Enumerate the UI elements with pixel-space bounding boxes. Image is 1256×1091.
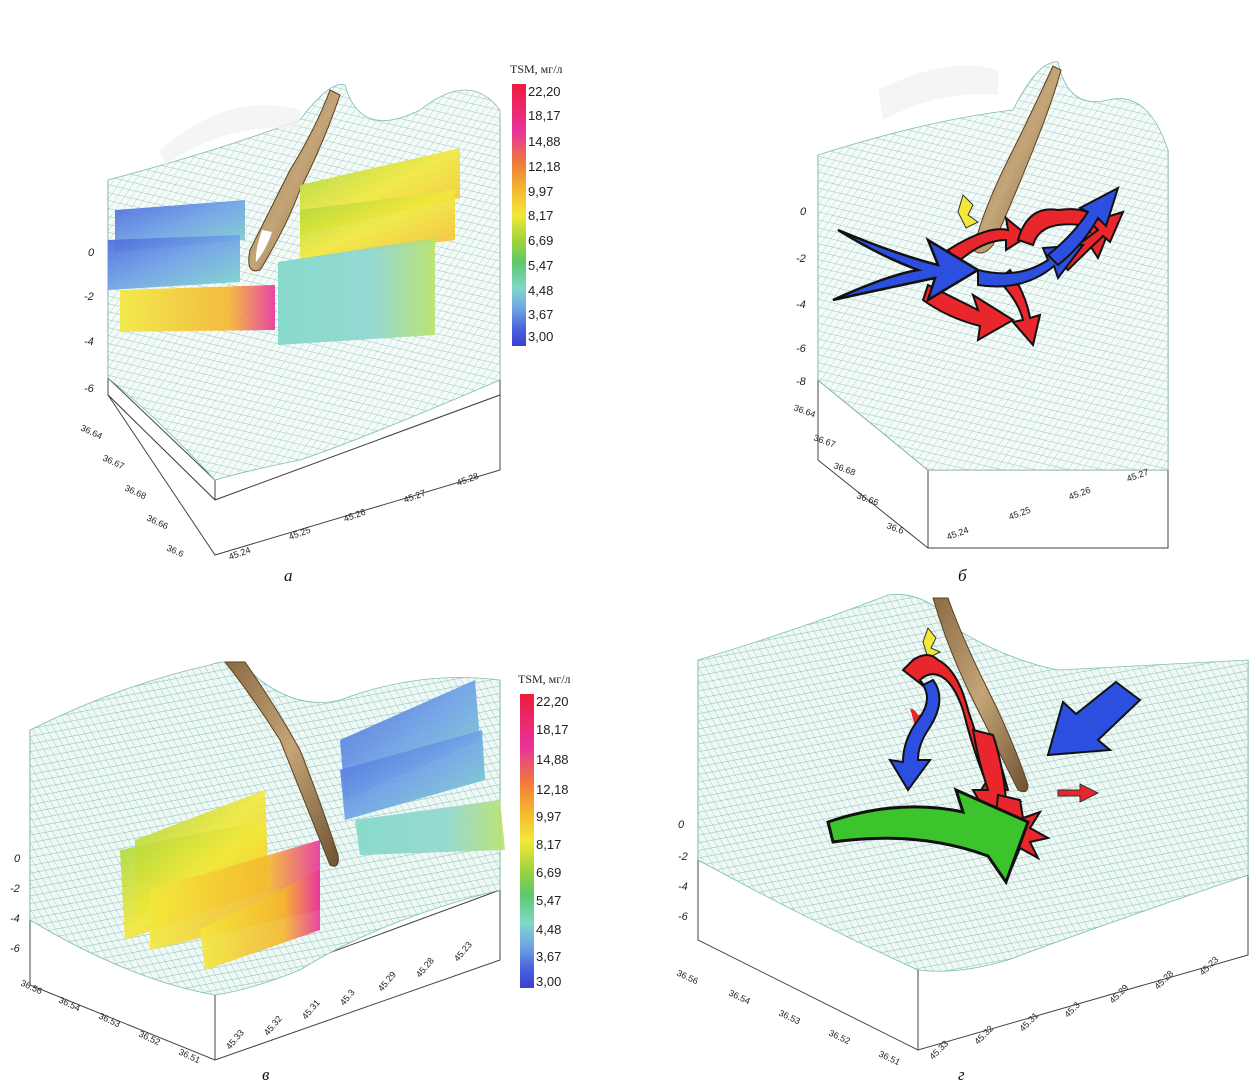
- lat-tick: 36.52: [827, 1028, 852, 1047]
- spit: [932, 597, 1029, 793]
- lat-tick: 36.56: [675, 968, 700, 987]
- legend-value: 8,17: [528, 208, 554, 223]
- lat-tick: 36.64: [792, 402, 817, 419]
- legend-value: 22,20: [528, 84, 561, 99]
- spit: [248, 89, 341, 272]
- legend-a: TSM, мг/л 22,20 18,17 14,88 12,18 9,97 8…: [510, 62, 592, 352]
- z-tick: -2: [796, 253, 806, 265]
- z-tick: -4: [678, 881, 688, 893]
- green-arrow: [826, 787, 1030, 886]
- lat-tick: 36.53: [777, 1008, 802, 1027]
- section-west-4: [200, 870, 320, 970]
- red-arrow: [903, 708, 928, 730]
- legend-value: 9,97: [536, 809, 562, 824]
- legend-value: 22,20: [536, 694, 569, 709]
- z-tick: -6: [796, 343, 807, 355]
- caption-a: а: [284, 566, 293, 585]
- legend-value: 18,17: [528, 108, 561, 123]
- legend-value: 14,88: [536, 752, 569, 767]
- z-tick: 0: [14, 853, 21, 865]
- legend-value: 4,48: [528, 283, 554, 298]
- red-arrow: [1057, 783, 1100, 803]
- legend-value: 12,18: [528, 159, 561, 174]
- panel-d: 0 -2 -4 -6 36.56 36.54 36.53 36.52 36.51…: [628, 590, 1256, 1091]
- lat-tick: 36.51: [877, 1049, 902, 1068]
- section-east-3: [278, 238, 435, 345]
- legend-value: 3,67: [528, 307, 554, 322]
- section-east-3: [355, 800, 505, 855]
- z-tick: -6: [10, 943, 21, 955]
- yellow-marker: [957, 194, 979, 229]
- section-west-3: [150, 840, 320, 950]
- legend-value: 8,17: [536, 837, 562, 852]
- legend-c: TSM, мг/л 22,20 18,17 14,88 12,18 9,97 8…: [518, 672, 600, 992]
- terrain-mesh: [817, 61, 1169, 471]
- caption-b: б: [958, 566, 967, 585]
- z-tick: -2: [84, 291, 94, 303]
- legend-value: 12,18: [536, 782, 569, 797]
- lat-tick: 36.54: [727, 988, 752, 1007]
- blue-arrow: [832, 228, 981, 303]
- red-arrow: [921, 283, 1015, 342]
- lat-tick: 36.64: [79, 423, 104, 442]
- lat-tick: 36.68: [123, 483, 148, 502]
- panel-b-figure: 0 -2 -4 -6 -8 36.64 36.67 36.68 36.66 36…: [792, 61, 1169, 549]
- panel-a: 0 -2 -4 -6 36.64 36.67 36.68 36.66 36.6 …: [0, 0, 628, 590]
- legend-value: 3,67: [536, 949, 562, 964]
- caption-d: г: [958, 1065, 965, 1084]
- section-west-3: [120, 285, 275, 332]
- legend-color-bar: [512, 84, 526, 346]
- lat-tick: 36.67: [101, 453, 126, 472]
- section-west-2: [108, 235, 240, 290]
- panel-c: 0 -2 -4 -6 36.56 36.54 36.53 36.52 36.51…: [0, 590, 628, 1091]
- legend-title: TSM, мг/л: [510, 62, 563, 76]
- blue-arrow: [1046, 185, 1120, 267]
- section-east-2: [340, 730, 485, 820]
- legend-value: 5,47: [536, 893, 562, 908]
- legend-value: 4,48: [536, 922, 562, 937]
- z-tick: 0: [88, 247, 95, 259]
- panel-c-figure: 0 -2 -4 -6 36.56 36.54 36.53 36.52 36.51…: [10, 661, 505, 1065]
- spit: [223, 661, 339, 867]
- caption-c: в: [262, 1065, 270, 1084]
- z-tick: -2: [678, 851, 688, 863]
- z-tick: -4: [796, 299, 806, 311]
- legend-value: 9,97: [528, 184, 554, 199]
- blue-arrow: [888, 678, 941, 792]
- z-tick: -2: [10, 883, 20, 895]
- legend-value: 14,88: [528, 134, 561, 149]
- z-tick: -8: [796, 376, 807, 388]
- z-tick: -6: [84, 383, 95, 395]
- spit: [972, 65, 1062, 254]
- legend-value: 5,47: [528, 258, 554, 273]
- legend-value: 18,17: [536, 722, 569, 737]
- legend-value: 3,00: [528, 329, 554, 344]
- z-tick: -4: [10, 913, 20, 925]
- legend-value: 6,69: [528, 233, 554, 248]
- z-tick: -4: [84, 336, 94, 348]
- lat-tick: 36.66: [145, 513, 170, 532]
- legend-color-bar: [520, 694, 534, 988]
- yellow-marker: [922, 626, 942, 659]
- panel-a-figure: 0 -2 -4 -6 36.64 36.67 36.68 36.66 36.6 …: [79, 84, 501, 562]
- legend-value: 3,00: [536, 974, 562, 989]
- lat-tick: 36.6: [165, 543, 185, 559]
- z-tick: 0: [678, 819, 685, 831]
- panel-d-figure: 0 -2 -4 -6 36.56 36.54 36.53 36.52 36.51…: [675, 594, 1249, 1068]
- legend-value: 6,69: [536, 865, 562, 880]
- legend-title: TSM, мг/л: [518, 672, 571, 686]
- z-tick: 0: [800, 206, 807, 218]
- blue-arrow: [1046, 680, 1142, 757]
- panel-b: 0 -2 -4 -6 -8 36.64 36.67 36.68 36.66 36…: [628, 0, 1256, 590]
- z-tick: -6: [678, 911, 689, 923]
